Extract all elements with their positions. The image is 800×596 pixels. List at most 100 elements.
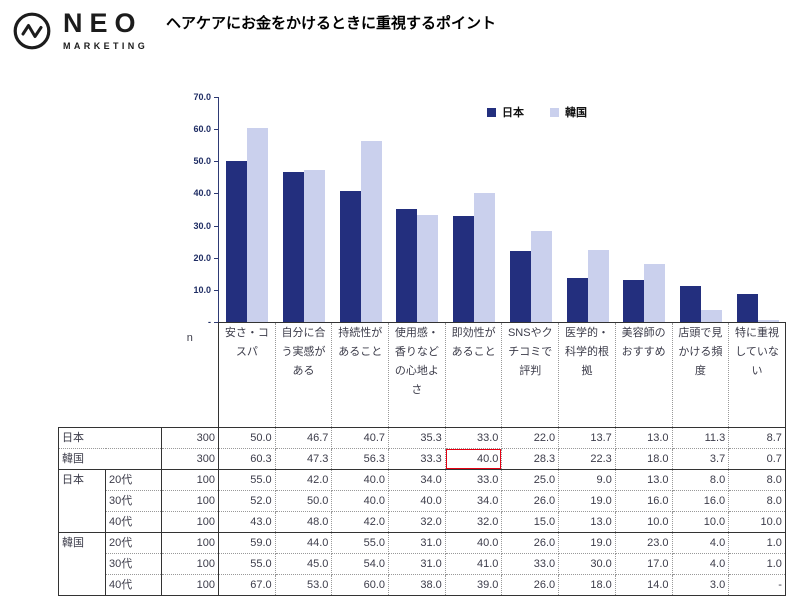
logo-brand: NEO (63, 8, 143, 38)
cell-n: 300 (161, 426, 219, 449)
table-cell: 11.3 (672, 426, 730, 449)
table-cell: 55.0 (331, 532, 390, 554)
table-cell: 45.0 (275, 553, 333, 575)
y-axis-tick-mark (214, 322, 219, 323)
table-cell: 8.0 (728, 490, 786, 512)
table-cell: 8.0 (728, 469, 786, 491)
table-row: 韓国 20代 100 59.0 44.0 55.0 31.0 40.0 26.0 19.0 23.0… (58, 532, 786, 596)
table-cell: 15.0 (501, 511, 560, 533)
table-cell: 33.0 (445, 469, 503, 491)
table-cell: 43.0 (218, 511, 276, 533)
table-cell: 33.3 (388, 448, 446, 470)
chart-category-group (276, 97, 333, 322)
table-cell: 38.0 (388, 574, 446, 596)
table-cell: 26.0 (501, 490, 560, 512)
table-cell: 13.7 (558, 426, 616, 449)
table-cell: 44.0 (275, 532, 333, 554)
y-axis-tick-mark (214, 161, 219, 163)
table-cell: 34.0 (388, 469, 446, 491)
table-row: 40代 100 67.0 53.0 60.0 38.0 39.0 26.0 18.0 14.0 3.… (59, 574, 786, 596)
row-label-age: 30代 (105, 490, 162, 512)
y-axis-tick-label: 60.0 (193, 124, 211, 135)
table-cell: 18.0 (615, 448, 673, 470)
row-label-age: 20代 (105, 469, 162, 491)
table-cell: 1.0 (728, 532, 786, 554)
y-axis-tick-mark (214, 97, 219, 98)
y-axis-tick-mark (214, 257, 219, 259)
chart-category-group (503, 97, 560, 322)
table-cell: 40.0 (445, 448, 503, 470)
table-cell: 8.0 (672, 469, 730, 491)
table-cell: 3.0 (672, 574, 730, 596)
y-axis-tick-label: 30.0 (193, 220, 211, 231)
column-header: SNSやクチコミで評判 (501, 322, 560, 427)
table-cell: 10.0 (728, 511, 786, 533)
table-cell: 23.0 (615, 532, 673, 554)
row-label-age: 20代 (105, 532, 162, 554)
table-cell: 40.0 (445, 532, 503, 554)
y-axis-tick-label: 50.0 (193, 156, 211, 167)
row-label-group: 韓国 (58, 448, 162, 470)
table-cell: 19.0 (558, 490, 616, 512)
chart-category-group (332, 97, 389, 322)
chart-category-group (446, 97, 503, 322)
table-cell: 40.0 (331, 469, 390, 491)
cell-n: 100 (161, 490, 219, 512)
table-cell: 54.0 (331, 553, 390, 575)
table-cell: 13.0 (615, 426, 673, 449)
bar-korea (757, 319, 779, 322)
column-header: 自分に合う実感がある (275, 322, 333, 427)
table-cell: 13.0 (558, 511, 616, 533)
table-cell: 31.0 (388, 553, 446, 575)
column-header: 使用感・香りなどの心地よさ (388, 322, 446, 427)
table-cell: 10.0 (615, 511, 673, 533)
legend-swatch-korea (550, 107, 559, 117)
column-header: 特に重視していない (728, 322, 786, 427)
table-cell: 53.0 (275, 574, 333, 596)
table-row: 日本 300 50.0 46.7 40.7 35.3 33.0 22.0 13.7 13.0 11.… (58, 426, 786, 449)
data-table: n 安さ・コスパ 自分に合う実感がある 持続性があること 使用感・香りなどの心地よさ 即効… (58, 322, 786, 596)
cell-n: 100 (161, 553, 219, 575)
table-row: 30代 100 52.0 50.0 40.0 40.0 34.0 26.0 19.0 16.0 16… (59, 490, 786, 512)
bar-japan (623, 280, 645, 322)
data-table-wrap: n 安さ・コスパ 自分に合う実感がある 持続性があること 使用感・香りなどの心地よさ 即効… (58, 322, 786, 596)
table-cell: 25.0 (501, 469, 560, 491)
table-cell: 33.0 (445, 426, 503, 449)
table-cell: 50.0 (218, 426, 276, 449)
table-cell: 4.0 (672, 532, 730, 554)
logo-text: NEO MARKETING (63, 8, 148, 52)
table-cell: 48.0 (275, 511, 333, 533)
bar-japan (453, 215, 475, 322)
bar-korea (247, 128, 269, 322)
table-cell: 22.0 (501, 426, 560, 449)
chart-category-group (559, 97, 616, 322)
table-cell: 30.0 (558, 553, 616, 575)
table-cell: 47.3 (275, 448, 333, 470)
table-cell: 18.0 (558, 574, 616, 596)
column-header: 店頭で見かける頻度 (672, 322, 730, 427)
table-cell: 46.7 (275, 426, 333, 449)
bar-japan (396, 208, 418, 322)
chart-category-group (219, 97, 276, 322)
chart-category-group (389, 97, 446, 322)
y-axis-tick-label: 20.0 (193, 252, 211, 263)
bar-korea (360, 141, 382, 322)
highlight-box (445, 448, 501, 468)
y-axis-tick-label: - (208, 317, 211, 327)
bar-japan (339, 191, 361, 322)
table-cell: 14.0 (615, 574, 673, 596)
table-cell: 59.0 (218, 532, 276, 554)
legend-label: 韓国 (565, 107, 587, 119)
table-cell: 55.0 (218, 469, 276, 491)
table-cell: 33.0 (501, 553, 560, 575)
bar-chart-bars (219, 97, 786, 322)
bar-korea (700, 310, 722, 322)
legend-item: 韓国 (550, 104, 587, 120)
table-cell: 34.0 (445, 490, 503, 512)
page-title: ヘアケアにお金をかけるときに重視するポイント (166, 15, 497, 32)
y-axis-tick-mark (214, 289, 219, 291)
table-cell: 16.0 (615, 490, 673, 512)
legend-swatch-japan (487, 107, 496, 117)
table-cell: 39.0 (445, 574, 503, 596)
table-cell: 10.0 (672, 511, 730, 533)
